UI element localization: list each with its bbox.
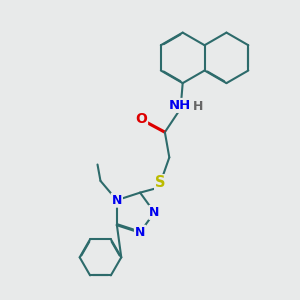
Text: NH: NH	[169, 99, 191, 112]
Text: S: S	[155, 175, 166, 190]
Text: N: N	[149, 206, 160, 219]
Text: O: O	[135, 112, 147, 126]
Text: N: N	[112, 194, 122, 207]
Text: H: H	[193, 100, 203, 113]
Text: N: N	[135, 226, 145, 239]
